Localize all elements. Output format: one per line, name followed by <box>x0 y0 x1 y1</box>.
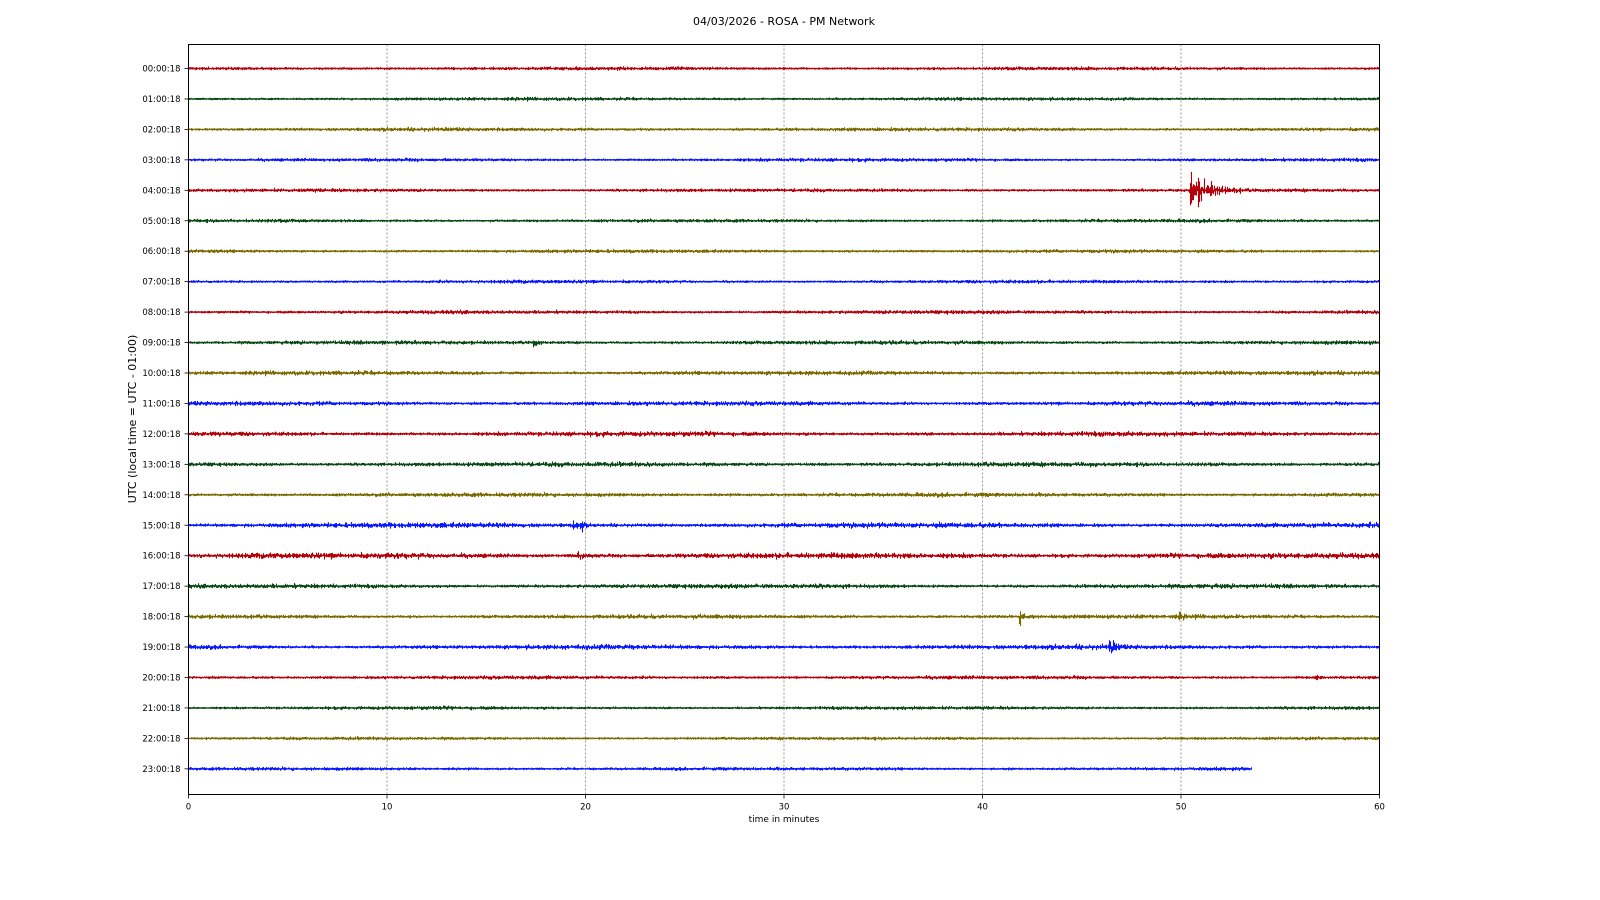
y-tick-label: 17:00:18 <box>142 582 180 592</box>
seismic-trace-05 <box>187 218 1381 224</box>
y-axis-label: UTC (local time = UTC - 01:00) <box>126 335 139 504</box>
y-tick-label: 18:00:18 <box>142 613 180 623</box>
y-tick-label: 00:00:18 <box>142 65 180 75</box>
x-tick-group: 0 10 20 30 40 50 60 <box>186 794 1385 813</box>
x-tick-label: 40 <box>977 803 988 813</box>
seismic-trace-23 <box>187 766 1253 772</box>
seismic-trace-07 <box>187 279 1381 285</box>
y-tick-label: 06:00:18 <box>142 247 180 257</box>
seismic-trace-16 <box>187 551 1381 560</box>
x-tick-label: 30 <box>779 803 790 813</box>
y-tick-label: 21:00:18 <box>142 704 180 714</box>
x-tick-label: 10 <box>382 803 393 813</box>
grid-lines <box>386 44 1182 795</box>
y-tick-label: 01:00:18 <box>142 95 180 105</box>
seismic-trace-10 <box>187 369 1381 377</box>
x-tick-label: 50 <box>1176 803 1187 813</box>
y-tick-label: 08:00:18 <box>142 308 180 318</box>
y-tick-label: 10:00:18 <box>142 369 180 379</box>
y-tick-label: 05:00:18 <box>142 217 180 227</box>
x-tick-label: 20 <box>580 803 591 813</box>
y-tick-label: 19:00:18 <box>142 643 180 653</box>
x-axis-label: time in minutes <box>749 815 820 825</box>
seismic-trace-17 <box>187 582 1381 590</box>
y-tick-label: 14:00:18 <box>142 491 180 501</box>
y-tick-label: 23:00:18 <box>142 765 180 775</box>
y-tick-label: 15:00:18 <box>142 521 180 531</box>
seismic-trace-12 <box>187 430 1381 438</box>
y-tick-label: 11:00:18 <box>142 399 180 409</box>
y-tick-label: 09:00:18 <box>142 339 180 349</box>
y-tick-label: 12:00:18 <box>142 430 180 440</box>
x-tick-label: 0 <box>186 803 191 813</box>
seismic-trace-20 <box>187 674 1381 681</box>
y-tick-label: 03:00:18 <box>142 156 180 166</box>
y-tick-label: 02:00:18 <box>142 125 180 135</box>
y-tick-group: 00:00:18 01:00:18 02:00:18 03:00:18 04:00:18… <box>142 65 189 775</box>
seismic-trace-02 <box>187 126 1381 132</box>
y-tick-label: 07:00:18 <box>142 278 180 288</box>
y-tick-label: 20:00:18 <box>142 674 180 684</box>
x-tick-label: 60 <box>1374 803 1385 813</box>
y-tick-label: 13:00:18 <box>142 460 180 470</box>
y-tick-label: 16:00:18 <box>142 552 180 562</box>
y-tick-label: 04:00:18 <box>142 186 180 196</box>
chart-title: 04/03/2026 - ROSA - PM Network <box>693 15 876 28</box>
y-tick-label: 22:00:18 <box>142 734 180 744</box>
